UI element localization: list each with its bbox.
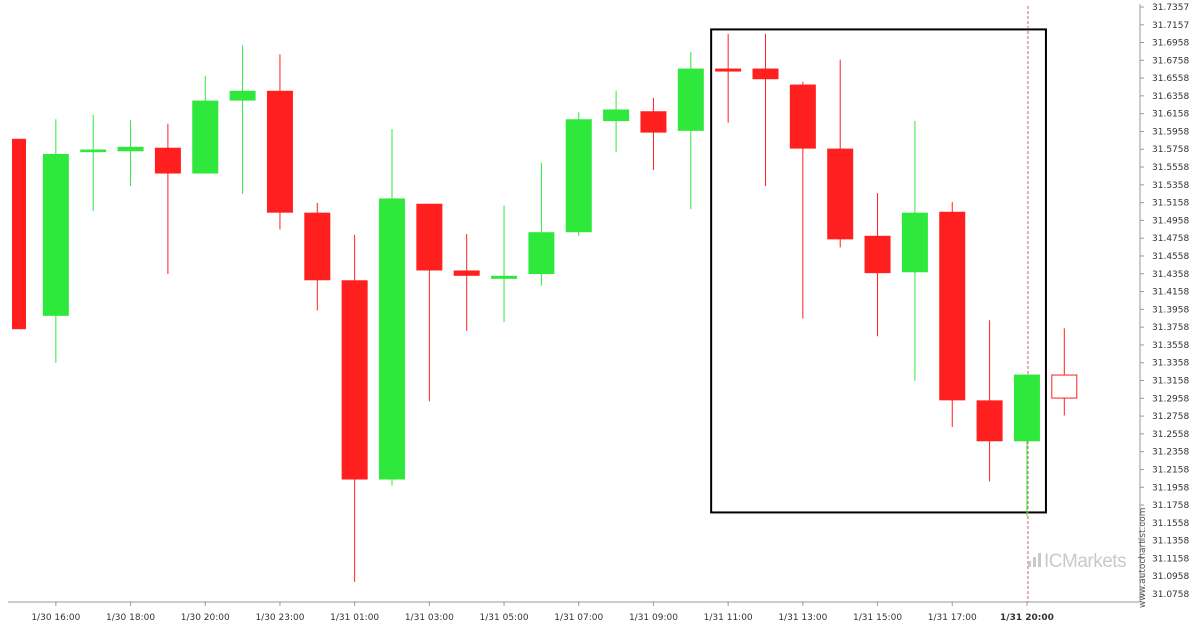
- y-tick-label: 31.1558: [1152, 519, 1189, 529]
- y-tick-label: 31.0758: [1152, 590, 1189, 600]
- y-tick-label: 31.4358: [1152, 270, 1189, 280]
- x-tick-label: 1/31 07:00: [554, 613, 603, 623]
- candle-body: [901, 212, 928, 273]
- y-tick-label: 31.1358: [1152, 537, 1189, 547]
- y-tick-label: 31.2758: [1152, 412, 1189, 422]
- y-tick-label: 31.6758: [1152, 56, 1189, 66]
- candle-body: [677, 68, 704, 131]
- y-tick-label: 31.7157: [1152, 21, 1189, 31]
- y-tick-label: 31.2958: [1152, 394, 1189, 404]
- brand-text: ICMarkets: [1044, 551, 1127, 572]
- y-tick-label: 31.4158: [1152, 288, 1189, 298]
- candle-body: [827, 148, 854, 240]
- candle-body: [154, 147, 181, 174]
- candle-body: [453, 270, 480, 276]
- y-tick-label: 31.2558: [1152, 430, 1189, 440]
- x-tick-label: 1/31 15:00: [853, 613, 902, 623]
- candle-body: [416, 203, 443, 271]
- y-tick-label: 31.3958: [1152, 305, 1189, 315]
- candle-body: [565, 119, 592, 233]
- x-tick-label: 1/31 11:00: [704, 613, 753, 623]
- candle-body: [491, 275, 518, 279]
- y-tick-label: 31.5958: [1152, 127, 1189, 137]
- candle-body: [304, 212, 331, 281]
- y-tick-label: 31.4958: [1152, 216, 1189, 226]
- candle-body: [789, 84, 816, 149]
- candle-body: [192, 100, 219, 174]
- x-tick-label: 1/30 20:00: [181, 613, 230, 623]
- candle-body: [117, 146, 144, 152]
- candle-body: [752, 68, 779, 80]
- y-tick-label: 31.0958: [1152, 572, 1189, 582]
- y-tick-label: 31.1158: [1152, 554, 1189, 564]
- candle-body: [341, 280, 368, 480]
- candle-body: [603, 109, 630, 122]
- x-tick-label: 1/31 09:00: [629, 613, 678, 623]
- candle-body: [715, 68, 742, 72]
- candle-body: [80, 149, 107, 153]
- candle-body: [1051, 374, 1078, 399]
- x-tick-label: 1/31 20:00: [1000, 613, 1054, 623]
- candle-body: [976, 400, 1003, 442]
- y-tick-label: 31.2158: [1152, 465, 1189, 475]
- x-tick-label: 1/31 03:00: [405, 613, 454, 623]
- y-tick-label: 31.7357: [1152, 3, 1189, 13]
- y-tick-label: 31.1758: [1152, 501, 1189, 511]
- y-tick-label: 31.1958: [1152, 483, 1189, 493]
- candle-body: [229, 90, 256, 101]
- candle-body: [266, 90, 293, 213]
- x-tick-label: 1/31 17:00: [928, 613, 977, 623]
- x-tick-label: 1/31 01:00: [330, 613, 379, 623]
- y-tick-label: 31.3758: [1152, 323, 1189, 333]
- candle-body: [42, 153, 69, 316]
- autochartist-url: www.autochartist.com: [1138, 507, 1148, 608]
- y-tick-label: 31.6158: [1152, 110, 1189, 120]
- y-tick-label: 31.3158: [1152, 377, 1189, 387]
- candle-body: [939, 211, 966, 401]
- x-tick-label: 1/31 05:00: [480, 613, 529, 623]
- x-tick-label: 1/31 13:00: [778, 613, 827, 623]
- pattern-highlight-box: [710, 28, 1047, 514]
- y-tick-label: 31.5358: [1152, 181, 1189, 191]
- y-tick-label: 31.4558: [1152, 252, 1189, 262]
- bars-icon: [1028, 553, 1042, 567]
- candle-body: [528, 232, 555, 275]
- y-tick-label: 31.5558: [1152, 163, 1189, 173]
- candle-body: [864, 235, 891, 274]
- y-tick-label: 31.5758: [1152, 145, 1189, 155]
- y-tick-label: 31.3558: [1152, 341, 1189, 351]
- y-tick-label: 31.3358: [1152, 359, 1189, 369]
- y-tick-label: 31.6358: [1152, 92, 1189, 102]
- x-tick-label: 1/30 16:00: [31, 613, 80, 623]
- candle-body: [379, 198, 405, 480]
- y-tick-label: 31.4758: [1152, 234, 1189, 244]
- x-tick-label: 1/30 18:00: [106, 613, 155, 623]
- candle-body: [640, 111, 667, 133]
- y-tick-label: 31.6558: [1152, 74, 1189, 84]
- y-tick-label: 31.5158: [1152, 199, 1189, 209]
- x-tick-label: 1/30 23:00: [255, 613, 304, 623]
- icmarkets-logo: ICMarkets: [1028, 551, 1127, 573]
- y-tick-label: 31.2358: [1152, 448, 1189, 458]
- candle-body: [12, 138, 26, 330]
- candle-body: [1013, 374, 1040, 442]
- y-tick-label: 31.6958: [1152, 38, 1189, 48]
